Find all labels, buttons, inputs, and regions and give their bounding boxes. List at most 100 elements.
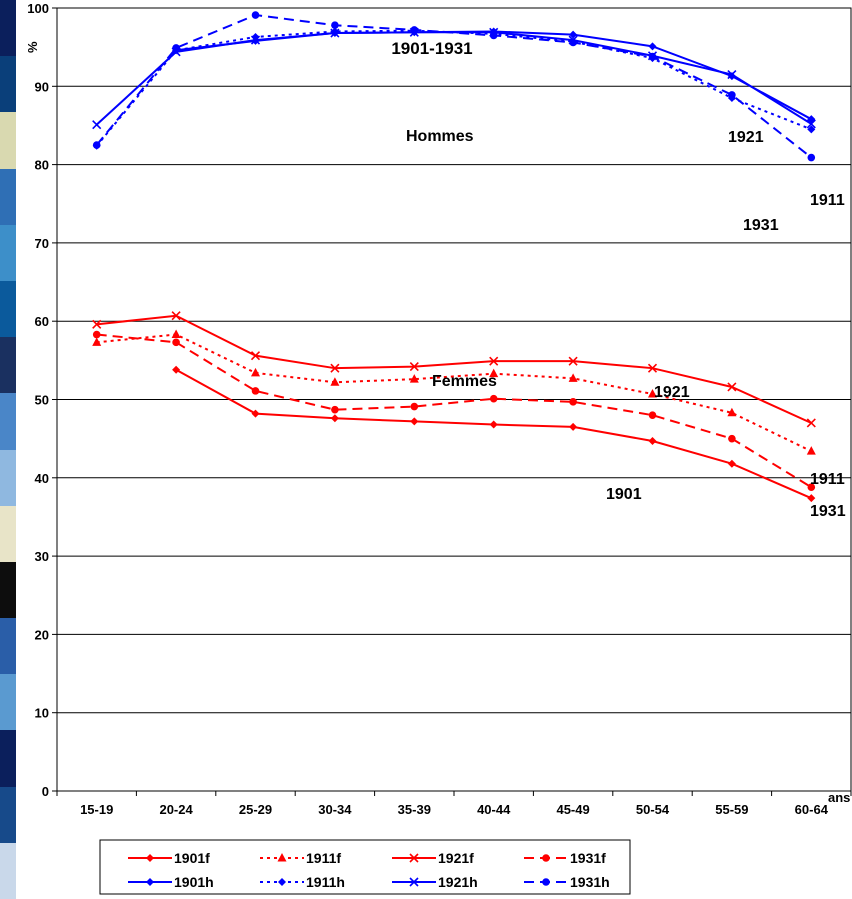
series-1931f (92, 330, 816, 491)
x-tick-label: 45-49 (556, 802, 589, 817)
strip-segment (0, 505, 16, 562)
strip-segment (0, 449, 16, 506)
x-tick-label: 50-54 (636, 802, 670, 817)
data-point-1931h (569, 38, 577, 47)
series-line-1921h (96, 31, 812, 126)
x-tick-label: 55-59 (715, 802, 748, 817)
legend-label: 1901h (174, 874, 214, 890)
legend-marker (409, 877, 419, 887)
strip-segment (0, 56, 16, 113)
y-tick-label: 0 (42, 784, 49, 799)
data-point-1931h (172, 44, 180, 52)
data-point-1901f (569, 422, 578, 431)
x-tick-label: 15-19 (80, 802, 113, 817)
data-point-1911f (727, 407, 737, 417)
data-point-1901f (807, 494, 816, 503)
data-point-1911f (409, 374, 419, 383)
x-tick-label: 35-39 (398, 802, 431, 817)
data-point-1931f (648, 411, 657, 419)
data-point-1931h (648, 52, 657, 61)
strip-segment (0, 280, 16, 338)
strip-segment (0, 842, 16, 899)
data-point-1901f (410, 417, 419, 426)
data-point-1931f (489, 394, 498, 403)
data-point-1911f (489, 368, 499, 378)
data-point-1921f (568, 356, 578, 366)
series-1931h (92, 11, 816, 162)
data-point-1931f (728, 434, 736, 443)
data-point-1921f (171, 311, 181, 321)
y-tick-label: 50 (35, 393, 49, 408)
y-axis-ticks: 0 10 20 30 40 50 60 70 80 90 100 (27, 1, 57, 799)
x-axis-label: ans (828, 790, 850, 805)
series-line-1901h (175, 30, 812, 121)
data-point-1921h (330, 28, 340, 38)
data-point-1931h (92, 141, 101, 149)
series-layer (92, 11, 816, 503)
legend-marker (542, 854, 550, 862)
strip-segment (0, 786, 16, 843)
y-tick-label: 60 (35, 314, 49, 329)
legend-item-1901h: 1901h (128, 874, 214, 890)
data-point-1921f (647, 363, 658, 373)
data-point-1901f (489, 420, 498, 429)
x-tick-label: 20-24 (159, 802, 193, 817)
legend-item-1911f: 1911f (260, 850, 341, 866)
data-point-1901f (727, 459, 736, 468)
data-point-1931f (172, 338, 180, 347)
data-point-1911f (251, 367, 260, 377)
strip-segment (0, 618, 16, 675)
legend-box (99, 839, 631, 895)
data-point-1921f (330, 363, 340, 373)
series-1901f (172, 365, 816, 503)
data-point-1911h (807, 125, 816, 134)
data-point-1911f (568, 373, 578, 382)
legend-label: 1911f (306, 850, 341, 866)
data-point-1921f (250, 351, 261, 361)
annotation-f1911: 1911 (810, 471, 845, 488)
strip-segment (0, 393, 16, 450)
data-point-1901h (648, 42, 657, 51)
data-point-1901f (330, 414, 339, 423)
data-point-1921h (92, 120, 102, 130)
annotation-hommes: Hommes (406, 128, 474, 145)
data-point-1931f (569, 398, 577, 406)
y-tick-label: 90 (35, 79, 49, 94)
strip-segment (0, 337, 16, 394)
legend-label: 1931h (570, 874, 610, 890)
data-point-1931h (410, 26, 419, 34)
data-point-1901f (172, 365, 181, 374)
x-tick-label: 30-34 (318, 802, 352, 817)
series-1921f (92, 311, 816, 428)
legend-marker (146, 854, 154, 862)
data-point-1921f (806, 418, 816, 428)
strip-segment (0, 224, 16, 281)
annotation-h1921: 1921 (728, 129, 764, 146)
legend-marker (278, 878, 286, 886)
annotation-h1931: 1931 (743, 217, 779, 234)
y-axis-label: % (25, 41, 40, 53)
series-line-1931f (96, 333, 812, 489)
y-tick-label: 80 (35, 158, 49, 173)
annotation-f1901: 1901 (606, 486, 642, 503)
annotation-f1921: 1921 (654, 384, 690, 401)
annotation-femmes: Femmes (432, 373, 497, 390)
legend-label: 1901f (174, 850, 210, 866)
data-point-1911f (171, 329, 181, 339)
annotation-h1911: 1911 (810, 192, 845, 209)
x-tick-label: 60-64 (795, 802, 829, 817)
data-point-1901f (648, 436, 657, 445)
data-point-1911f (330, 377, 340, 386)
legend: 1901f 1911f 1921f 1931f 1901h 1911h 1921h 1931h (99, 839, 631, 895)
legend-item-1921h: 1921h (392, 874, 478, 890)
legend-item-1921f: 1921f (392, 850, 474, 866)
data-point-1921h (727, 69, 737, 80)
data-point-1921f (489, 356, 499, 366)
legend-label: 1911h (306, 874, 345, 890)
legend-item-1911h: 1911h (260, 874, 345, 890)
x-tick-label: 40-44 (477, 802, 511, 817)
strip-segment (0, 561, 16, 619)
y-tick-label: 10 (35, 706, 49, 721)
legend-label: 1921f (438, 850, 474, 866)
